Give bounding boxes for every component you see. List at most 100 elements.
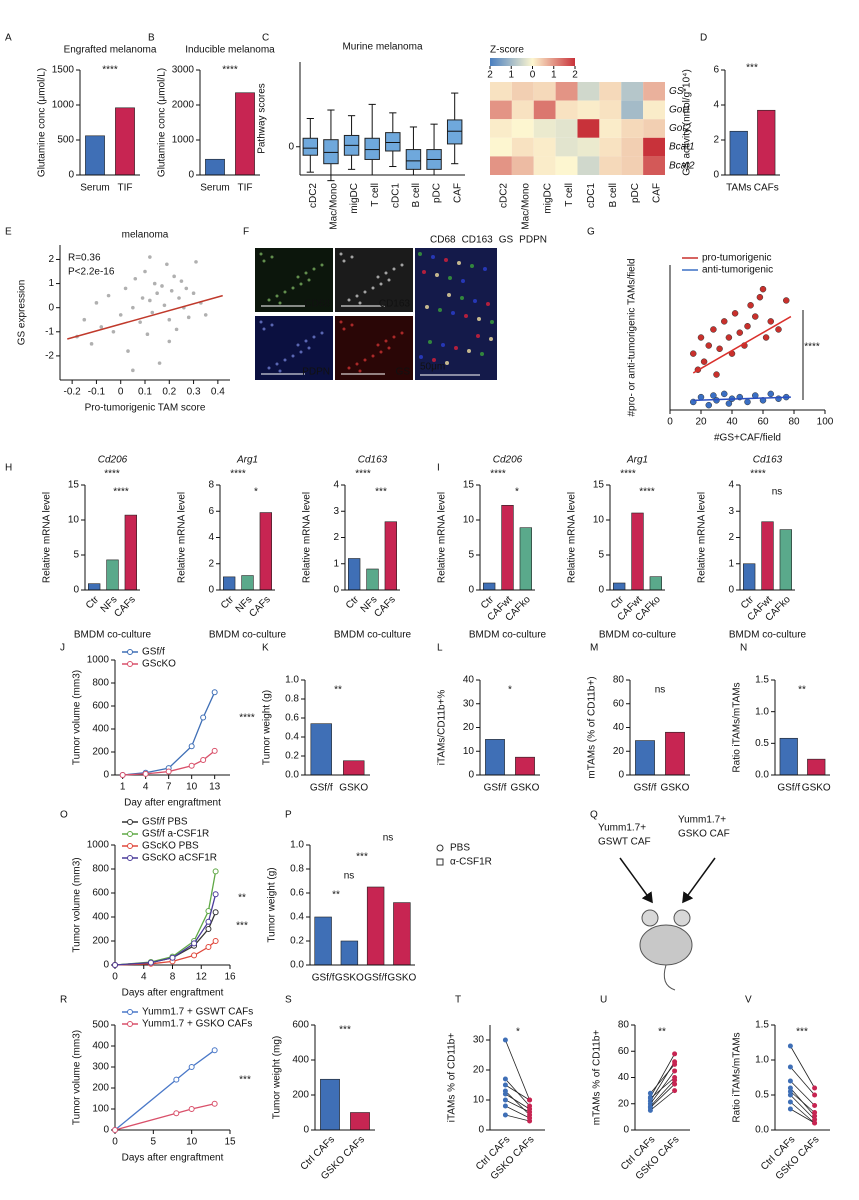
merged-label: CD68: [430, 235, 456, 246]
annotation: R=0.36: [68, 253, 101, 264]
x-tick-label: migDC: [542, 183, 553, 214]
legend-label: pro-tumorigenic: [702, 253, 771, 264]
diagram-label: Yumm1.7+: [678, 815, 726, 826]
annotation: **: [238, 893, 246, 904]
point: [725, 334, 733, 341]
y-tick-label: 10: [68, 515, 80, 526]
x-tick-label: 5: [151, 1137, 157, 1148]
image-speck: [483, 267, 487, 271]
x-axis-label: BMDM co-culture: [729, 630, 807, 641]
trend-line: [67, 294, 223, 340]
heat-cell: [621, 156, 644, 175]
point: [133, 276, 138, 281]
series-line: [114, 894, 217, 966]
y-tick-label: 0.0: [290, 960, 304, 971]
image-speck: [387, 346, 391, 350]
bar: [124, 514, 138, 591]
image-speck: [387, 278, 391, 282]
y-tick-label: 0.0: [755, 1125, 769, 1136]
x-tick-label: TAMs: [726, 183, 751, 194]
annotation: ***: [796, 1027, 808, 1038]
x-tick-label: CAFs: [112, 594, 137, 619]
y-axis-label: Relative mRNA level: [437, 492, 448, 583]
point: [502, 1097, 508, 1103]
image-speck: [278, 369, 282, 373]
y-tick-label: 0: [48, 302, 54, 313]
x-tick-label: GSKO: [802, 783, 831, 794]
y-axis-label: Tumor volume (mm3): [72, 670, 83, 765]
image-speck: [312, 267, 316, 271]
bar: [343, 760, 365, 776]
bar: [384, 521, 398, 591]
point: [203, 313, 208, 317]
point: [787, 1085, 793, 1091]
heat-cell: [533, 137, 556, 157]
x-tick-label: 0: [112, 1137, 118, 1148]
panel-label: Q: [590, 810, 598, 821]
image-speck: [467, 349, 471, 353]
panel-label: U: [600, 995, 607, 1006]
colorbar-label: 2: [487, 70, 493, 81]
image-speck: [425, 305, 429, 309]
point: [155, 291, 159, 296]
pair-line: [790, 1080, 815, 1106]
image-speck: [312, 335, 316, 339]
point: [672, 1061, 678, 1067]
image-speck: [358, 369, 362, 373]
y-tick-label: 0: [598, 585, 604, 596]
image-speck: [320, 331, 324, 335]
image-speck: [283, 358, 287, 362]
x-tick-label: TIF: [118, 183, 133, 194]
point: [672, 1081, 678, 1087]
y-tick-label: 100: [92, 1104, 109, 1115]
point: [177, 296, 181, 300]
bar: [779, 529, 793, 591]
point: [188, 1106, 195, 1112]
pair-line: [790, 1045, 815, 1089]
pair-line: [505, 1039, 530, 1101]
point: [131, 305, 135, 310]
legend-marker: [127, 661, 133, 667]
point: [502, 1076, 508, 1082]
x-axis-label: BMDM co-culture: [209, 630, 287, 641]
x-tick-label: B cell: [608, 183, 619, 207]
panel-label: O: [60, 810, 68, 821]
heat-cell: [511, 82, 534, 101]
point: [191, 940, 198, 947]
annotation: ****: [230, 469, 246, 480]
point: [697, 334, 705, 341]
chart-title: Cd206: [493, 455, 523, 466]
legend-label: PBS: [450, 843, 470, 854]
panel-label: M: [590, 643, 598, 654]
pair-line: [650, 1079, 675, 1107]
y-tick-label: 0.0: [755, 770, 769, 781]
point: [162, 303, 167, 308]
legend-label: Yumm1.7 + GSKO CAFs: [142, 1019, 252, 1030]
panel-label: G: [587, 227, 595, 238]
pair-line: [790, 1101, 815, 1124]
mouse-body: [639, 924, 693, 966]
point: [160, 284, 164, 288]
y-tick-label: 1000: [52, 100, 75, 111]
point: [502, 1082, 508, 1088]
panel-label: F: [243, 227, 249, 238]
point: [705, 342, 712, 349]
heat-cell: [621, 82, 644, 101]
x-tick-label: Serum: [200, 183, 229, 194]
point: [767, 390, 774, 398]
panel-label: C: [262, 33, 269, 44]
x-tick-label: CAFs: [247, 594, 272, 619]
bar: [612, 582, 626, 591]
y-tick-label: 0.5: [755, 738, 769, 749]
channel-label: PDPN: [302, 367, 330, 378]
heat-cell: [511, 119, 534, 138]
bar: [761, 521, 774, 591]
point: [89, 342, 94, 346]
heat-cell: [490, 156, 512, 175]
point: [759, 285, 767, 293]
image-speck: [419, 355, 423, 359]
point: [147, 959, 154, 966]
box: [364, 137, 380, 160]
annotation: ****: [239, 713, 255, 724]
